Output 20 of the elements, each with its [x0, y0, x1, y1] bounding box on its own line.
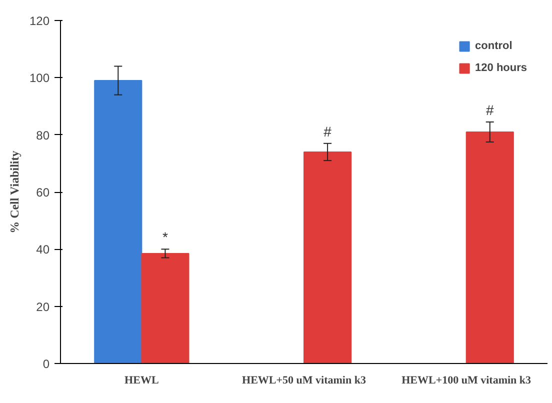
bar	[141, 252, 190, 364]
annotation: *	[162, 229, 168, 246]
y-tick-label: 20	[36, 300, 50, 314]
x-tick-label: HEWL	[124, 374, 159, 386]
y-tick-label: 40	[36, 242, 50, 257]
bar	[304, 151, 352, 364]
y-tick-label: 60	[36, 186, 50, 200]
x-tick-label: HEWL+50 uM vitamin k3	[242, 374, 366, 386]
x-tick-label: HEWL+100 uM vitamin k3	[402, 374, 532, 386]
annotation: #	[324, 123, 332, 140]
y-tick-label: 120	[29, 14, 50, 28]
y-tick-label: 0	[42, 357, 50, 371]
legend-label: control	[475, 40, 512, 52]
legend-label: 120 hours	[475, 62, 527, 74]
bar	[94, 80, 142, 364]
bar	[466, 131, 514, 364]
y-tick-label: 80	[36, 128, 50, 142]
y-tick-label: 100	[29, 71, 50, 86]
y-axis-title: % Cell Viability	[7, 150, 22, 234]
annotation: #	[486, 102, 494, 118]
